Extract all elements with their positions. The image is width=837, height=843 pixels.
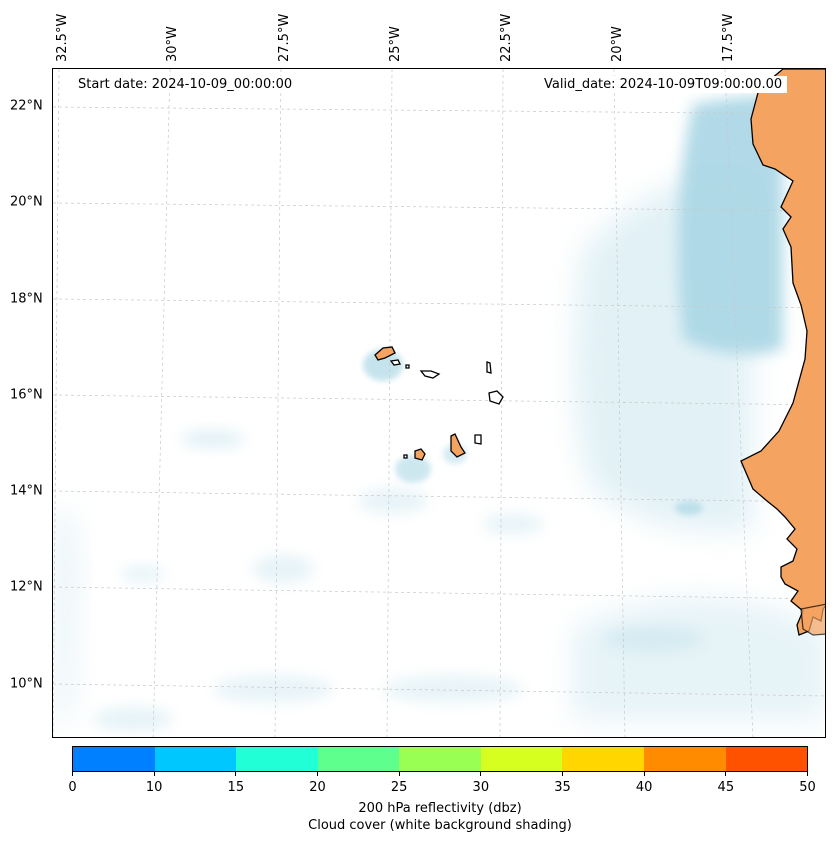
map-panel[interactable]	[52, 68, 826, 738]
cloud-island-south	[395, 455, 431, 483]
colorbar-title: 200 hPa reflectivity (dbz)	[358, 801, 522, 816]
island-santa-luzia	[405, 364, 410, 369]
lon-label-25w: 25°W	[388, 26, 403, 62]
island-santiago	[450, 433, 466, 458]
colorbar-tick-label: 50	[799, 780, 816, 795]
lon-label-20w: 20°W	[610, 26, 625, 62]
colorbar-tick-label: 20	[309, 780, 326, 795]
lon-label-22-5w: 22.5°W	[499, 13, 514, 62]
lat-label-20n: 20°N	[10, 194, 43, 210]
colorbar-tick-mark	[235, 772, 237, 776]
colorbar-tick-label: 15	[227, 780, 245, 795]
colorbar-tick-mark	[398, 772, 400, 776]
lat-label-14n: 14°N	[10, 483, 43, 499]
cloud-patch-5	[213, 675, 333, 703]
colorbar-segment-8	[725, 747, 808, 771]
cloud-patch-4	[93, 707, 173, 731]
colorbar-tick-mark	[153, 772, 155, 776]
colorbar-segment-6	[562, 747, 644, 771]
island-brava	[403, 454, 408, 459]
island-boa-vista	[488, 390, 504, 405]
cloud-patch-3	[358, 489, 428, 513]
colorbar-segment-0	[73, 747, 155, 771]
cloud-patch-offshore	[675, 501, 703, 515]
colorbar-segment-3	[317, 747, 400, 771]
colorbar-tick-label: 45	[717, 780, 735, 795]
cloud-dense-coast	[677, 96, 783, 355]
colorbar-tick-label: 0	[68, 780, 77, 795]
colorbar-tick-mark	[643, 772, 645, 776]
valid-date-label: Valid_date: 2024-10-09T09:00:00.00	[539, 76, 788, 93]
lon-label-27-5w: 27.5°W	[277, 13, 292, 62]
colorbar-tick-label: 10	[145, 780, 163, 795]
island-sal	[486, 361, 492, 374]
colorbar	[72, 746, 808, 772]
cape-verde-islands	[374, 346, 504, 461]
island-sao-nicolau	[419, 370, 441, 379]
cloud-patch-8	[121, 566, 165, 582]
cloud-patch-9	[603, 627, 703, 651]
colorbar-tick-mark	[317, 772, 318, 776]
lon-label-30w: 30°W	[165, 26, 180, 62]
island-sao-vicente	[389, 359, 401, 366]
cloud-patch-6	[383, 675, 523, 703]
lat-label-16n: 16°N	[10, 387, 43, 403]
map-canvas	[53, 69, 825, 737]
graticule	[53, 69, 825, 737]
lon-label-32-5w: 32.5°W	[55, 13, 70, 62]
africa-south-coast-patch	[800, 603, 825, 636]
cloud-patch-7	[483, 514, 543, 534]
island-fogo	[414, 448, 426, 461]
cloud-patch-2	[253, 555, 313, 583]
colorbar-tick-mark	[72, 772, 73, 776]
colorbar-tick-mark	[480, 772, 482, 776]
colorbar-tick-mark	[725, 772, 727, 776]
colorbar-segment-2	[236, 747, 318, 771]
island-santo-antao	[374, 346, 396, 361]
lat-label-12n: 12°N	[10, 579, 43, 595]
cloud-island-west	[363, 349, 403, 381]
colorbar-segment-5	[480, 747, 563, 771]
colorbar-segment-1	[154, 747, 237, 771]
colorbar-tick-label: 40	[635, 780, 653, 795]
colorbar-segment-7	[643, 747, 726, 771]
cloud-patch-1	[181, 430, 245, 448]
colorbar-tick-label: 30	[472, 780, 490, 795]
lat-label-22n: 22°N	[10, 98, 43, 114]
island-maio	[474, 434, 482, 445]
lat-label-10n: 10°N	[10, 676, 43, 692]
colorbar-tick-mark	[807, 772, 808, 776]
colorbar-tick-label: 35	[554, 780, 571, 795]
lat-label-18n: 18°N	[10, 291, 43, 307]
cloud-band-west	[53, 507, 80, 729]
colorbar-subtitle: Cloud cover (white background shading)	[308, 818, 572, 833]
colorbar-segment-4	[399, 747, 481, 771]
start-date-label: Start date: 2024-10-09_00:00:00	[73, 76, 298, 93]
lon-label-17-5w: 17.5°W	[721, 13, 736, 62]
cloud-band-south-east	[573, 598, 825, 719]
colorbar-tick-label: 25	[390, 780, 408, 795]
africa-mainland	[740, 69, 825, 636]
colorbar-tick-mark	[562, 772, 563, 776]
